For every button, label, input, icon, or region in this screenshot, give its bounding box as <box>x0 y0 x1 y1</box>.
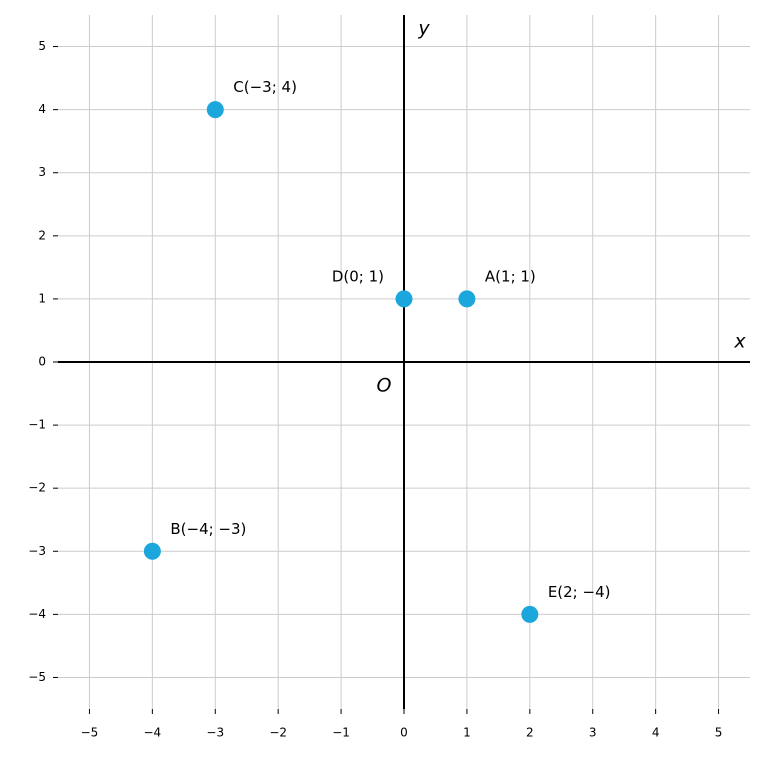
marks: A(1; 1) B(−4; −3) C(−3; 4) D(0; 1) E(2; −4) <box>143 78 611 623</box>
x-tick-label: −4 <box>144 726 162 740</box>
point-label: A(1; 1) <box>485 267 536 285</box>
y-tick-label: 1 <box>38 291 46 305</box>
y-tick-label: −3 <box>28 544 46 558</box>
point <box>143 542 161 560</box>
y-tick-label: 2 <box>38 228 46 242</box>
x-tick-label: −1 <box>332 726 350 740</box>
x-tick-label: −3 <box>206 726 224 740</box>
y-tick-label: 3 <box>38 165 46 179</box>
origin-label: O <box>377 375 392 397</box>
x-tick-label: 2 <box>526 726 534 740</box>
point-label: B(−4; −3) <box>170 520 246 538</box>
point <box>395 290 413 308</box>
x-tick-label: −2 <box>269 726 287 740</box>
point <box>206 101 224 119</box>
x-tick-label: 0 <box>400 726 408 740</box>
point-label: C(−3; 4) <box>233 78 297 96</box>
y-tick-label: 5 <box>38 39 46 53</box>
x-tick-label: 4 <box>652 726 660 740</box>
y-tick-label: 4 <box>38 102 46 116</box>
y-tick-label: 0 <box>38 355 46 369</box>
y-tick-label: −1 <box>28 418 46 432</box>
y-axis-label: y <box>417 18 430 40</box>
point-label: E(2; −4) <box>548 583 611 601</box>
x-tick-label: −5 <box>81 726 99 740</box>
x-tick-label: 5 <box>715 726 723 740</box>
point <box>521 605 539 623</box>
x-tick-label: 1 <box>463 726 471 740</box>
y-tick-label: −5 <box>28 670 46 684</box>
y-tick-label: −4 <box>28 607 46 621</box>
axes: −5 −4 −3 −2 −1 0 1 2 3 4 5 −5 −4 −3 −2 −1 0 1 2 3 4 5 x y O <box>28 15 750 740</box>
point-label: D(0; 1) <box>332 267 384 285</box>
x-axis-label: x <box>733 331 746 353</box>
y-tick-label: −2 <box>28 481 46 495</box>
x-tick-label: 3 <box>589 726 597 740</box>
point <box>458 290 476 308</box>
